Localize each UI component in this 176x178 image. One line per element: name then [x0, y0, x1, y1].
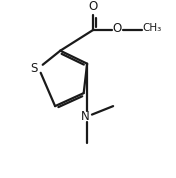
- Text: O: O: [89, 0, 98, 13]
- Text: O: O: [113, 22, 122, 35]
- Text: S: S: [31, 62, 38, 75]
- Text: CH₃: CH₃: [143, 23, 162, 33]
- Text: N: N: [81, 110, 90, 123]
